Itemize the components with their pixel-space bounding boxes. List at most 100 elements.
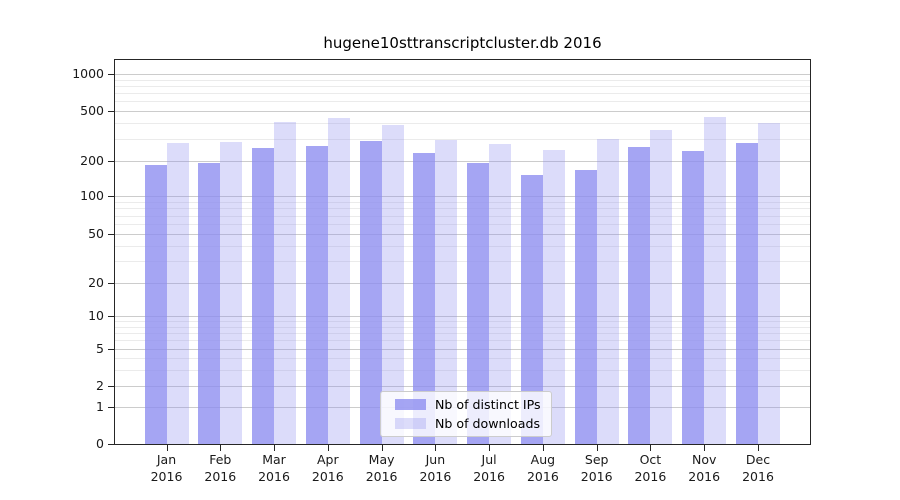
x-tick-mark — [381, 445, 383, 451]
x-tick-mark — [704, 445, 706, 451]
grid-minor-line — [115, 101, 810, 102]
x-tick-label-mar: Mar 2016 — [258, 452, 290, 484]
grid-minor-line — [115, 85, 810, 87]
legend-item-downloads: Nb of downloads — [395, 416, 551, 431]
y-tick-label: 1 — [96, 399, 104, 414]
grid-major-line — [115, 349, 810, 350]
y-tick-mark — [108, 316, 115, 317]
x-tick-label-apr: Apr 2016 — [311, 452, 344, 484]
bar-downloads-dec — [758, 122, 780, 444]
x-tick-label-sep: Sep 2016 — [580, 452, 613, 484]
y-tick-label: 0 — [96, 436, 104, 451]
bar-distinct-ips-dec — [736, 143, 758, 444]
bar-downloads-jul — [489, 144, 512, 444]
y-tick-label: 100 — [80, 188, 104, 203]
grid-minor-line — [115, 122, 810, 124]
y-tick-mark — [108, 110, 115, 112]
x-tick-label-jan: Jan 2016 — [150, 452, 183, 484]
bar-downloads-oct — [650, 130, 673, 444]
y-tick-label: 200 — [80, 152, 104, 168]
y-tick-label: 2 — [96, 378, 104, 393]
bar-distinct-ips-nov — [682, 150, 705, 444]
y-tick-label: 1000 — [72, 66, 104, 81]
x-tick-mark — [650, 445, 652, 451]
grid-major-line — [115, 160, 810, 162]
legend-item-distinct-ips: Nb of distinct IPs — [395, 397, 551, 412]
grid-minor-line — [115, 201, 810, 203]
bar-downloads-mar — [274, 121, 296, 444]
grid-major-line — [115, 234, 810, 235]
grid-major-line — [115, 283, 810, 284]
y-tick-mark — [108, 386, 115, 387]
grid-minor-line — [115, 215, 810, 217]
y-tick-mark — [108, 444, 115, 445]
grid-minor-line — [115, 224, 810, 225]
grid-minor-line — [115, 321, 810, 322]
y-tick-label: 500 — [80, 102, 104, 118]
bar-distinct-ips-oct — [628, 147, 651, 444]
bar-distinct-ips-sep — [574, 170, 597, 444]
bar-distinct-ips-feb — [198, 163, 221, 444]
bar-distinct-ips-mar — [252, 148, 274, 444]
grid-minor-line — [115, 92, 810, 94]
x-tick-mark — [596, 445, 598, 451]
legend: Nb of distinct IPs Nb of downloads — [380, 391, 552, 437]
legend-swatch-distinct-ips — [395, 399, 426, 411]
legend-label-distinct-ips: Nb of distinct IPs — [435, 397, 541, 413]
grid-major-line — [115, 110, 810, 112]
bar-downloads-aug — [542, 149, 565, 444]
grid-minor-line — [115, 245, 810, 247]
x-tick-mark — [166, 445, 168, 451]
grid-minor-line — [115, 261, 810, 263]
grid-minor-line — [115, 138, 810, 140]
bar-distinct-ips-jun — [413, 152, 436, 444]
y-tick-label: 20 — [88, 275, 104, 290]
grid-major-line — [115, 196, 810, 197]
x-tick-label-oct: Oct 2016 — [634, 452, 667, 484]
grid-minor-line — [115, 79, 810, 81]
x-tick-label-may: May 2016 — [365, 452, 398, 484]
bar-distinct-ips-jan — [144, 164, 167, 444]
x-tick-mark — [489, 445, 491, 451]
plot-area — [114, 59, 811, 445]
x-tick-label-feb: Feb 2016 — [204, 452, 237, 484]
bar-downloads-nov — [704, 117, 727, 444]
bar-downloads-jan — [166, 143, 189, 444]
bar-distinct-ips-jul — [467, 163, 490, 444]
grid-major-line — [115, 74, 810, 75]
y-tick-label: 5 — [96, 341, 104, 356]
legend-label-downloads: Nb of downloads — [435, 415, 541, 431]
grid-major-line — [115, 386, 810, 387]
x-tick-label-jun: Jun 2016 — [419, 452, 452, 484]
bars-layer — [115, 60, 810, 444]
y-tick-mark — [108, 160, 115, 162]
y-tick-mark — [108, 234, 115, 235]
bar-downloads-sep — [596, 139, 619, 444]
y-tick-mark — [108, 74, 115, 75]
bar-downloads-may — [381, 124, 404, 444]
y-tick-label: 10 — [88, 308, 104, 323]
grid-minor-line — [115, 340, 810, 342]
x-tick-mark — [274, 445, 275, 451]
x-tick-mark — [435, 445, 437, 451]
grid-minor-line — [115, 333, 810, 334]
bar-downloads-feb — [220, 142, 243, 444]
x-tick-mark — [542, 445, 544, 451]
grid-minor-line — [115, 326, 810, 328]
bar-distinct-ips-aug — [520, 175, 543, 444]
legend-swatch-downloads — [395, 417, 426, 429]
x-tick-mark — [327, 445, 329, 451]
y-tick-mark — [108, 196, 115, 197]
bar-distinct-ips-apr — [305, 146, 328, 444]
y-tick-mark — [108, 283, 115, 284]
x-tick-mark — [758, 445, 759, 451]
x-tick-label-jul: Jul 2016 — [473, 452, 505, 484]
bar-distinct-ips-may — [359, 141, 382, 444]
grid-major-line — [115, 316, 810, 317]
x-tick-label-dec: Dec 2016 — [742, 452, 774, 484]
grid-minor-line — [115, 208, 810, 210]
bar-downloads-jun — [435, 140, 458, 444]
x-tick-label-aug: Aug 2016 — [526, 452, 559, 484]
grid-minor-line — [115, 358, 810, 359]
